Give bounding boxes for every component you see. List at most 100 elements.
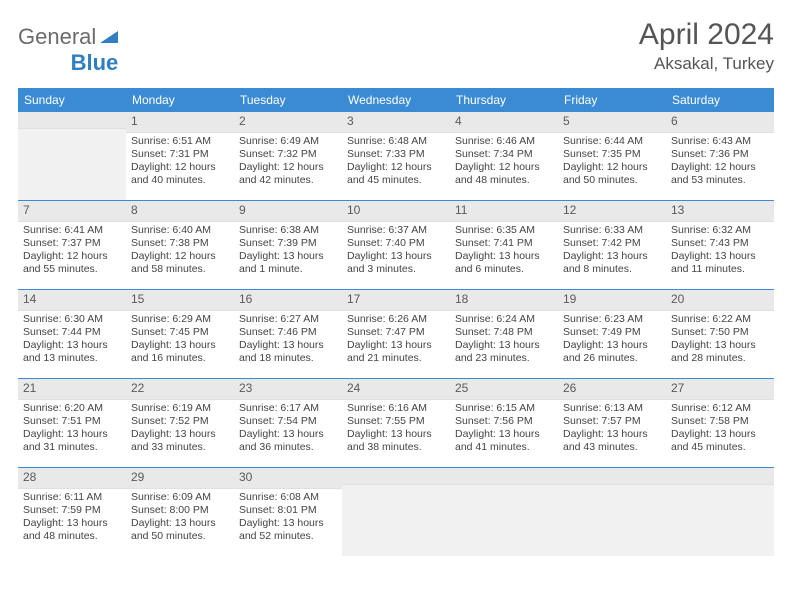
sunset-label: Sunset: 7:33 PM [347,148,445,161]
daylight-label: Daylight: 12 hours [347,161,445,174]
calendar-week: 21Sunrise: 6:20 AMSunset: 7:51 PMDayligh… [18,379,774,467]
daylight-label: and 6 minutes. [455,263,553,276]
calendar-day: 5Sunrise: 6:44 AMSunset: 7:35 PMDaylight… [558,112,666,200]
calendar-day: 13Sunrise: 6:32 AMSunset: 7:43 PMDayligh… [666,201,774,289]
calendar-day-empty [450,468,558,556]
sunrise-label: Sunrise: 6:41 AM [23,224,121,237]
daylight-label: and 58 minutes. [131,263,229,276]
sunset-label: Sunset: 7:48 PM [455,326,553,339]
calendar-day: 23Sunrise: 6:17 AMSunset: 7:54 PMDayligh… [234,379,342,467]
daylight-label: and 41 minutes. [455,441,553,454]
calendar-day: 1Sunrise: 6:51 AMSunset: 7:31 PMDaylight… [126,112,234,200]
daylight-label: Daylight: 13 hours [671,250,769,263]
daylight-label: and 16 minutes. [131,352,229,365]
sunrise-label: Sunrise: 6:30 AM [23,313,121,326]
daylight-label: and 31 minutes. [23,441,121,454]
brand-triangle-icon [100,27,118,48]
daylight-label: Daylight: 13 hours [23,428,121,441]
calendar-day: 12Sunrise: 6:33 AMSunset: 7:42 PMDayligh… [558,201,666,289]
sunrise-label: Sunrise: 6:11 AM [23,491,121,504]
daylight-label: and 11 minutes. [671,263,769,276]
sunrise-label: Sunrise: 6:40 AM [131,224,229,237]
daylight-label: Daylight: 12 hours [239,161,337,174]
sunrise-label: Sunrise: 6:15 AM [455,402,553,415]
sunset-label: Sunset: 7:57 PM [563,415,661,428]
sunset-label: Sunset: 7:59 PM [23,504,121,517]
sunset-label: Sunset: 7:41 PM [455,237,553,250]
calendar-week: 7Sunrise: 6:41 AMSunset: 7:37 PMDaylight… [18,201,774,289]
daylight-label: Daylight: 13 hours [563,250,661,263]
sunrise-label: Sunrise: 6:43 AM [671,135,769,148]
brand-logo: General Blue [18,18,118,76]
daylight-label: and 50 minutes. [563,174,661,187]
sunrise-label: Sunrise: 6:13 AM [563,402,661,415]
day-number: 26 [563,381,661,396]
daylight-label: and 28 minutes. [671,352,769,365]
sunset-label: Sunset: 7:40 PM [347,237,445,250]
day-number: 19 [563,292,661,307]
sunset-label: Sunset: 7:34 PM [455,148,553,161]
sunset-label: Sunset: 8:00 PM [131,504,229,517]
daylight-label: and 18 minutes. [239,352,337,365]
calendar-day: 28Sunrise: 6:11 AMSunset: 7:59 PMDayligh… [18,468,126,556]
weekday-header: Tuesday [234,88,342,112]
day-number: 11 [455,203,553,218]
sunrise-label: Sunrise: 6:09 AM [131,491,229,504]
daylight-label: and 36 minutes. [239,441,337,454]
daylight-label: Daylight: 13 hours [455,250,553,263]
sunrise-label: Sunrise: 6:33 AM [563,224,661,237]
sunrise-label: Sunrise: 6:26 AM [347,313,445,326]
sunset-label: Sunset: 7:56 PM [455,415,553,428]
daylight-label: and 45 minutes. [671,441,769,454]
daylight-label: and 50 minutes. [131,530,229,543]
daylight-label: Daylight: 12 hours [563,161,661,174]
sunrise-label: Sunrise: 6:32 AM [671,224,769,237]
calendar-day: 19Sunrise: 6:23 AMSunset: 7:49 PMDayligh… [558,290,666,378]
day-number: 30 [239,470,337,485]
calendar-day: 18Sunrise: 6:24 AMSunset: 7:48 PMDayligh… [450,290,558,378]
sunset-label: Sunset: 7:32 PM [239,148,337,161]
weekday-header: Saturday [666,88,774,112]
calendar-day: 2Sunrise: 6:49 AMSunset: 7:32 PMDaylight… [234,112,342,200]
sunrise-label: Sunrise: 6:49 AM [239,135,337,148]
sunrise-label: Sunrise: 6:24 AM [455,313,553,326]
sunrise-label: Sunrise: 6:16 AM [347,402,445,415]
day-number: 17 [347,292,445,307]
weekday-header: Wednesday [342,88,450,112]
daylight-label: Daylight: 13 hours [239,339,337,352]
daylight-label: Daylight: 12 hours [131,250,229,263]
sunset-label: Sunset: 7:51 PM [23,415,121,428]
daylight-label: and 43 minutes. [563,441,661,454]
daylight-label: Daylight: 12 hours [671,161,769,174]
daylight-label: Daylight: 13 hours [563,428,661,441]
daylight-label: and 1 minute. [239,263,337,276]
daylight-label: and 45 minutes. [347,174,445,187]
day-number: 29 [131,470,229,485]
sunset-label: Sunset: 7:55 PM [347,415,445,428]
day-number: 8 [131,203,229,218]
sunrise-label: Sunrise: 6:27 AM [239,313,337,326]
day-number: 7 [23,203,121,218]
daylight-label: and 38 minutes. [347,441,445,454]
daylight-label: and 48 minutes. [455,174,553,187]
calendar-day: 9Sunrise: 6:38 AMSunset: 7:39 PMDaylight… [234,201,342,289]
sunset-label: Sunset: 8:01 PM [239,504,337,517]
brand-name: General [18,24,96,50]
weekday-header: Sunday [18,88,126,112]
calendar-day: 16Sunrise: 6:27 AMSunset: 7:46 PMDayligh… [234,290,342,378]
day-number: 22 [131,381,229,396]
day-number: 5 [563,114,661,129]
weekday-header-row: SundayMondayTuesdayWednesdayThursdayFrid… [18,88,774,112]
daylight-label: Daylight: 13 hours [563,339,661,352]
daylight-label: Daylight: 13 hours [347,250,445,263]
calendar-grid: 1Sunrise: 6:51 AMSunset: 7:31 PMDaylight… [18,112,774,556]
calendar-day: 6Sunrise: 6:43 AMSunset: 7:36 PMDaylight… [666,112,774,200]
daylight-label: Daylight: 13 hours [23,517,121,530]
day-number: 27 [671,381,769,396]
daylight-label: and 33 minutes. [131,441,229,454]
sunset-label: Sunset: 7:47 PM [347,326,445,339]
sunset-label: Sunset: 7:36 PM [671,148,769,161]
calendar-day-empty [342,468,450,556]
sunset-label: Sunset: 7:58 PM [671,415,769,428]
day-number: 23 [239,381,337,396]
